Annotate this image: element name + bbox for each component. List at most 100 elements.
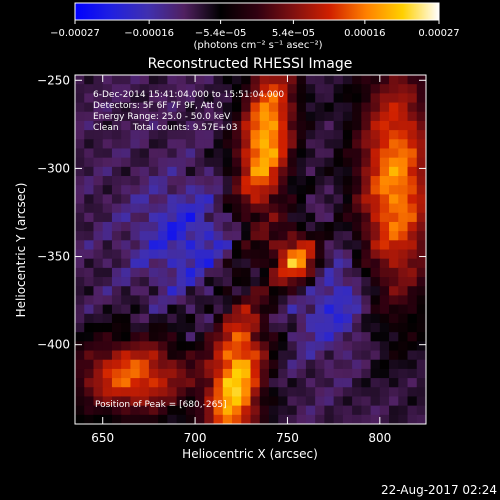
heatmap-cell bbox=[259, 166, 270, 177]
heatmap-cell bbox=[305, 359, 316, 370]
heatmap-cell bbox=[222, 359, 233, 370]
heatmap-cell bbox=[324, 267, 335, 278]
heatmap-cell bbox=[185, 84, 196, 94]
heatmap-cell bbox=[333, 387, 344, 398]
heatmap-cell bbox=[111, 221, 122, 232]
heatmap-cell bbox=[305, 378, 316, 388]
heatmap-cell bbox=[102, 120, 113, 131]
heatmap-cell bbox=[305, 148, 316, 159]
heatmap-cell bbox=[342, 148, 353, 159]
heatmap-cell bbox=[185, 387, 196, 398]
heatmap-cell bbox=[278, 185, 289, 195]
heatmap-cell bbox=[278, 267, 289, 278]
heatmap-cell bbox=[250, 120, 261, 131]
heatmap-cell bbox=[139, 286, 150, 297]
heatmap-cell bbox=[324, 221, 335, 232]
y-tick-label: −300 bbox=[37, 161, 70, 175]
heatmap-cell bbox=[287, 120, 298, 131]
heatmap-cell bbox=[195, 240, 205, 251]
heatmap-cell bbox=[232, 102, 242, 113]
heatmap-cell bbox=[139, 221, 150, 232]
heatmap-cell bbox=[241, 332, 252, 342]
heatmap-cell bbox=[195, 332, 205, 342]
heatmap-cell bbox=[259, 203, 270, 214]
heatmap-cell bbox=[287, 304, 298, 315]
heatmap-cell bbox=[195, 111, 205, 122]
heatmap-cell bbox=[139, 267, 150, 278]
heatmap-cell bbox=[84, 368, 95, 379]
heatmap-cell bbox=[250, 378, 261, 388]
heatmap-cell bbox=[296, 249, 307, 260]
heatmap-cell bbox=[407, 258, 418, 269]
heatmap-cell bbox=[204, 304, 215, 315]
heatmap-cell bbox=[250, 157, 261, 168]
heatmap-cell bbox=[370, 240, 381, 251]
heatmap-cell bbox=[222, 341, 233, 352]
heatmap-cell bbox=[379, 194, 390, 205]
heatmap-cell bbox=[407, 387, 418, 398]
heatmap-cell bbox=[342, 231, 353, 241]
heatmap-cell bbox=[139, 139, 150, 150]
heatmap-cell bbox=[287, 359, 298, 370]
heatmap-cell bbox=[195, 148, 205, 159]
heatmap-cell bbox=[250, 359, 261, 370]
heatmap-cell bbox=[158, 185, 168, 195]
heatmap-cell bbox=[259, 84, 270, 94]
heatmap-cell bbox=[222, 313, 233, 324]
heatmap-cell bbox=[352, 304, 362, 315]
heatmap-cell bbox=[379, 139, 390, 150]
heatmap-cell bbox=[296, 277, 307, 287]
heatmap-cell bbox=[204, 84, 215, 94]
heatmap-cell bbox=[195, 249, 205, 260]
heatmap-cell bbox=[102, 295, 113, 306]
heatmap-cell bbox=[278, 332, 289, 342]
heatmap-cell bbox=[315, 148, 325, 159]
heatmap-cell bbox=[389, 157, 399, 168]
heatmap-cell bbox=[121, 148, 132, 159]
heatmap-cell bbox=[342, 350, 353, 361]
heatmap-cell bbox=[148, 368, 159, 379]
heatmap-cell bbox=[241, 203, 252, 214]
heatmap-cell bbox=[121, 277, 132, 287]
heatmap-cell bbox=[93, 93, 104, 104]
heatmap-cell bbox=[241, 249, 252, 260]
heatmap-cell bbox=[268, 322, 279, 333]
heatmap-cell bbox=[315, 120, 325, 131]
heatmap-cell bbox=[204, 277, 215, 287]
heatmap-cell bbox=[342, 304, 353, 315]
heatmap-cell bbox=[333, 240, 344, 251]
heatmap-cell bbox=[250, 332, 261, 342]
heatmap-cell bbox=[333, 368, 344, 379]
heatmap-cell bbox=[176, 75, 187, 85]
heatmap-cell bbox=[213, 75, 224, 85]
heatmap-cell bbox=[148, 166, 159, 177]
heatmap-cell bbox=[232, 286, 242, 297]
heatmap-cell bbox=[268, 414, 279, 424]
heatmap-cell bbox=[213, 405, 224, 416]
heatmap-cell bbox=[278, 368, 289, 379]
heatmap-cell bbox=[241, 368, 252, 379]
heatmap-cell bbox=[315, 249, 325, 260]
heatmap-cell bbox=[130, 249, 141, 260]
heatmap-cell bbox=[139, 387, 150, 398]
heatmap-cell bbox=[296, 322, 307, 333]
annotation-energy-range: Energy Range: 25.0 - 50.0 keV bbox=[93, 112, 231, 122]
heatmap-cell bbox=[370, 203, 381, 214]
heatmap-cell bbox=[268, 304, 279, 315]
heatmap-cell bbox=[315, 166, 325, 177]
heatmap-cell bbox=[268, 359, 279, 370]
heatmap-cell bbox=[268, 396, 279, 407]
heatmap-cell bbox=[305, 258, 316, 269]
heatmap-cell bbox=[111, 176, 122, 186]
heatmap-cell bbox=[158, 166, 168, 177]
heatmap-cell bbox=[324, 148, 335, 159]
heatmap-cell bbox=[361, 414, 372, 424]
heatmap-cell bbox=[213, 157, 224, 168]
heatmap-cell bbox=[139, 166, 150, 177]
heatmap-cell bbox=[352, 359, 362, 370]
heatmap-cell bbox=[75, 102, 85, 113]
heatmap-cell bbox=[139, 295, 150, 306]
heatmap-cell bbox=[250, 304, 261, 315]
heatmap-cell bbox=[407, 350, 418, 361]
heatmap-cell bbox=[379, 277, 390, 287]
